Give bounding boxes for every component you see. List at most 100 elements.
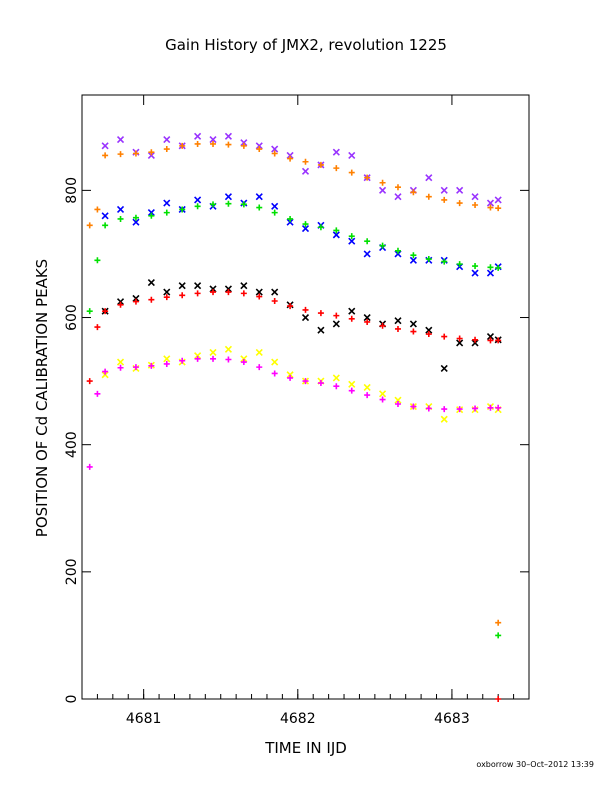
data-point [256,293,263,300]
x-tick-label: 4683 [434,711,470,727]
x-tick-label: 4681 [126,711,162,727]
data-point [86,308,93,315]
data-point [495,404,502,411]
y-tick-label: 400 [64,431,80,458]
data-point [495,205,502,212]
data-point [394,317,402,325]
data-point [440,415,448,423]
data-point [116,135,125,144]
data-point [271,297,278,304]
chart-title: Gain History of JMX2, revolution 1225 [165,36,447,54]
data-point [379,179,386,186]
data-point [256,364,263,371]
data-point [425,331,432,338]
data-point [425,193,432,200]
data-point [86,463,93,470]
data-point [394,184,401,191]
footer-credit: oxborrow 30–Oct–2012 13:39 [476,760,594,769]
y-tick-label: 200 [64,558,80,585]
data-point [240,290,247,297]
x-axis-label: TIME IN IJD [265,739,347,757]
data-point [456,186,464,194]
data-point [194,132,202,140]
data-point [116,298,125,306]
data-point [240,355,248,363]
data-point [364,238,371,245]
data-point [147,278,155,287]
data-point [271,358,279,366]
plot-frame [81,94,530,700]
data-point [348,387,355,394]
data-point [117,215,124,222]
data-point [441,196,448,203]
data-point [224,132,232,140]
data-point [317,224,324,231]
data-point [348,151,356,159]
data-point [209,135,217,144]
data-point [487,204,494,211]
data-point [286,218,294,226]
data-point [240,359,247,366]
data-point [486,333,495,341]
data-point [163,199,171,207]
data-point [132,150,139,157]
data-point [224,285,232,293]
data-point [409,320,417,328]
data-point [86,222,93,229]
data-point [117,151,124,158]
data-point [495,696,502,702]
data-point [410,252,417,259]
data-point [364,174,371,181]
data-point [271,202,279,210]
data-point [456,200,463,207]
data-point [132,218,140,226]
data-point [101,212,109,220]
data-point [116,205,125,214]
data-point [410,328,417,335]
data-marks [86,132,502,702]
data-point [240,201,247,208]
data-point [471,339,479,347]
data-point [163,355,171,363]
data-point [394,325,401,332]
data-point [495,632,502,639]
data-point [286,151,294,159]
data-point [132,298,139,305]
data-point [317,380,324,387]
data-point [394,400,401,407]
data-point [472,405,479,412]
data-point [148,296,155,303]
data-point [194,355,201,362]
data-point [101,142,109,150]
data-point [441,406,448,413]
data-point [94,257,101,264]
axis-ticks: 0 200 400 600 800 4681 4682 4683 [64,95,529,727]
data-point [456,335,463,342]
data-point [287,303,294,310]
data-point [348,380,356,388]
data-point [255,142,263,150]
data-point [132,294,140,303]
data-point [333,165,340,172]
data-point [255,288,263,296]
data-point [363,313,371,322]
data-point [163,288,171,296]
data-point [271,209,278,216]
data-point [240,282,248,290]
data-point [240,139,248,147]
data-point [210,355,217,362]
data-point [410,189,417,196]
data-point [348,237,356,245]
data-point [116,358,125,366]
data-point [102,152,109,159]
data-point [486,269,495,277]
data-point [194,282,202,290]
data-point [317,326,325,334]
data-point [225,356,232,363]
data-point [364,318,371,325]
data-point [86,378,93,385]
data-point [225,141,232,148]
data-point [333,227,340,234]
data-point [425,326,433,334]
data-point [194,290,201,297]
